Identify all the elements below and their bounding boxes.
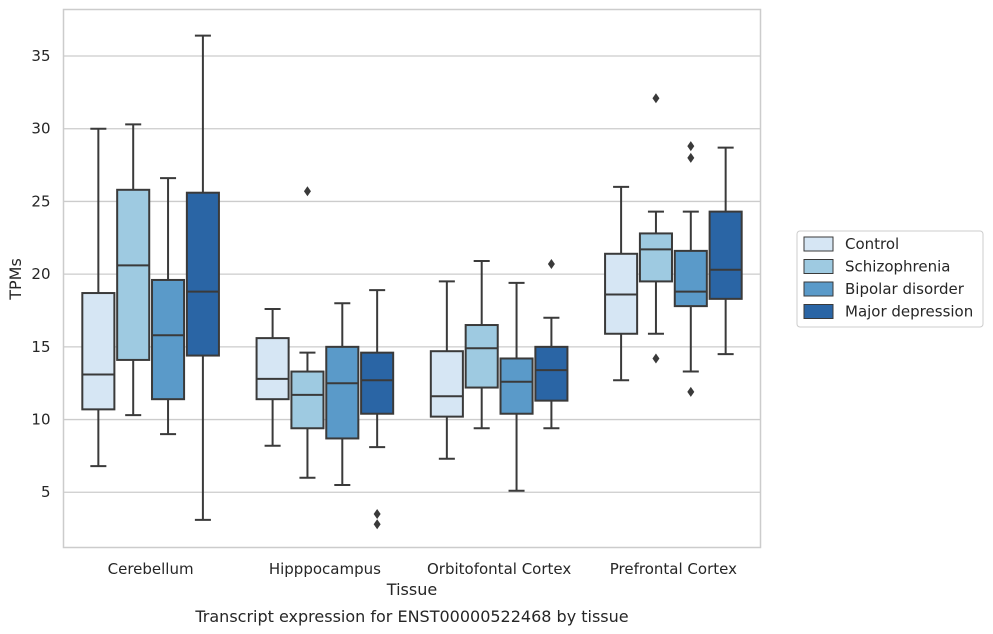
box xyxy=(255,308,290,447)
legend-label: Bipolar disorder xyxy=(845,280,965,298)
interquartile-box xyxy=(325,345,360,440)
y-tick-label: 10 xyxy=(31,411,50,429)
box xyxy=(81,127,116,468)
box xyxy=(185,34,220,521)
box xyxy=(325,302,360,486)
legend-label: Major depression xyxy=(845,303,973,321)
legend-frame xyxy=(796,230,984,328)
box xyxy=(604,185,639,382)
legend: Control Schizophrenia Bipolar disorder Majo… xyxy=(796,230,984,328)
y-tick-label: 25 xyxy=(31,192,50,210)
legend-swatch xyxy=(803,259,834,274)
interquartile-box xyxy=(116,188,151,361)
y-axis-label: TPMs xyxy=(6,258,25,301)
y-tick-label: 30 xyxy=(31,120,50,138)
legend-swatch xyxy=(803,281,834,297)
outlier-point xyxy=(303,186,311,197)
interquartile-box xyxy=(464,324,499,389)
legend-label: Control xyxy=(845,235,899,253)
outlier-point xyxy=(652,353,660,364)
x-axis-label: Tissue xyxy=(386,580,437,599)
y-tick-label: 15 xyxy=(31,338,50,356)
series-bipolar-disorder xyxy=(151,141,708,492)
plot-area-frame xyxy=(62,8,762,549)
interquartile-box xyxy=(81,292,116,411)
box-series xyxy=(81,34,743,530)
outlier-point xyxy=(687,152,695,163)
outlier-point xyxy=(652,93,660,104)
interquartile-box xyxy=(638,232,673,283)
y-tick-label: 35 xyxy=(31,47,50,65)
interquartile-box xyxy=(534,345,569,402)
box xyxy=(464,260,499,430)
box xyxy=(290,186,325,479)
interquartile-box xyxy=(429,350,464,418)
interquartile-box xyxy=(673,249,708,308)
x-tick-label: Orbitofontal Cortex xyxy=(427,560,571,578)
box xyxy=(534,258,569,430)
series-major-depression xyxy=(185,34,743,530)
box xyxy=(638,93,673,364)
y-axis-ticks: 5 10 15 20 25 30 35 xyxy=(31,47,50,501)
outlier-point xyxy=(687,386,695,397)
interquartile-box xyxy=(360,351,395,415)
x-tick-label: Hipppocampus xyxy=(269,560,381,578)
x-axis-ticks: Cerebellum Hipppocampus Orbitofontal Corte… xyxy=(108,560,737,578)
interquartile-box xyxy=(499,357,534,415)
box xyxy=(673,141,708,397)
x-tick-label: Prefrontal Cortex xyxy=(610,560,737,578)
interquartile-box xyxy=(255,337,290,401)
box xyxy=(360,289,395,530)
legend-swatch xyxy=(803,304,834,319)
interquartile-box xyxy=(185,191,220,357)
outlier-point xyxy=(373,519,381,530)
box xyxy=(499,281,534,492)
outlier-point xyxy=(547,258,555,269)
box xyxy=(151,177,186,436)
box xyxy=(429,280,464,460)
series-control xyxy=(81,127,639,468)
series-schizophrenia xyxy=(116,93,673,479)
y-tick-label: 5 xyxy=(41,483,51,501)
legend-swatch xyxy=(803,236,834,252)
outlier-point xyxy=(373,509,381,520)
y-tick-label: 20 xyxy=(31,265,50,283)
box xyxy=(708,146,743,356)
interquartile-box xyxy=(151,278,186,401)
outlier-point xyxy=(687,141,695,152)
interquartile-box xyxy=(290,370,325,430)
box xyxy=(116,123,151,417)
x-tick-label: Cerebellum xyxy=(108,560,194,578)
chart-caption: Transcript expression for ENST0000052246… xyxy=(194,607,628,626)
interquartile-box xyxy=(708,210,743,300)
legend-label: Schizophrenia xyxy=(845,258,950,276)
